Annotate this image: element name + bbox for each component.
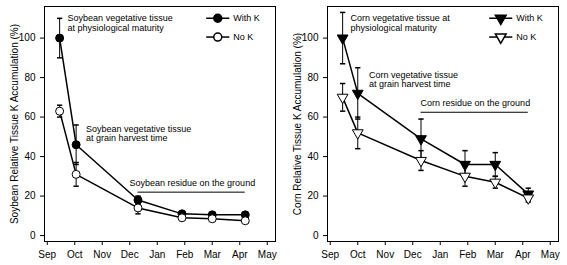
svg-text:Soybean residue on the ground: Soybean residue on the ground	[130, 178, 256, 188]
svg-text:May: May	[258, 249, 277, 260]
svg-text:With K: With K	[516, 13, 543, 23]
svg-text:80: 80	[307, 72, 319, 83]
svg-text:Apr: Apr	[232, 249, 248, 260]
svg-text:Soybean Relative Tissue K Accu: Soybean Relative Tissue K Accumulation (…	[9, 24, 20, 224]
svg-text:80: 80	[24, 72, 36, 83]
svg-text:Corn vegetative tissue atphysi: Corn vegetative tissue atphysiological m…	[351, 13, 451, 32]
svg-text:With K: With K	[233, 13, 260, 23]
svg-text:100: 100	[19, 32, 36, 43]
svg-text:No K: No K	[516, 32, 536, 42]
svg-text:Oct: Oct	[350, 249, 366, 260]
svg-text:Nov: Nov	[93, 249, 111, 260]
svg-text:20: 20	[307, 190, 319, 201]
svg-text:Feb: Feb	[176, 249, 194, 260]
svg-text:Mar: Mar	[487, 249, 505, 260]
svg-text:Corn residue on the ground: Corn residue on the ground	[421, 98, 531, 108]
svg-text:Nov: Nov	[376, 249, 394, 260]
svg-text:Corn Relative Tissue K Accumul: Corn Relative Tissue K Accumulation (%)	[292, 33, 303, 215]
svg-text:Mar: Mar	[204, 249, 222, 260]
svg-text:Apr: Apr	[515, 249, 531, 260]
svg-text:Dec: Dec	[121, 249, 139, 260]
svg-text:Jan: Jan	[149, 249, 165, 260]
svg-text:60: 60	[24, 111, 36, 122]
svg-text:Feb: Feb	[459, 249, 477, 260]
svg-text:Dec: Dec	[404, 249, 422, 260]
svg-text:100: 100	[302, 32, 319, 43]
svg-text:Oct: Oct	[67, 249, 83, 260]
svg-text:0: 0	[30, 230, 36, 241]
svg-text:Corn vegetative tissueat grain: Corn vegetative tissueat grain harvest t…	[369, 70, 458, 89]
svg-text:No K: No K	[233, 32, 253, 42]
svg-text:20: 20	[24, 190, 36, 201]
svg-text:40: 40	[307, 151, 319, 162]
svg-text:Sep: Sep	[38, 249, 56, 260]
svg-text:60: 60	[307, 111, 319, 122]
svg-text:Jan: Jan	[432, 249, 448, 260]
svg-text:May: May	[541, 249, 560, 260]
svg-text:Soybean vegetative tissueat ph: Soybean vegetative tissueat physiologica…	[68, 13, 173, 32]
svg-text:Soybean vegetative tissueat gr: Soybean vegetative tissueat grain harves…	[86, 124, 191, 143]
svg-text:40: 40	[24, 151, 36, 162]
svg-text:Sep: Sep	[321, 249, 339, 260]
svg-text:0: 0	[313, 230, 319, 241]
